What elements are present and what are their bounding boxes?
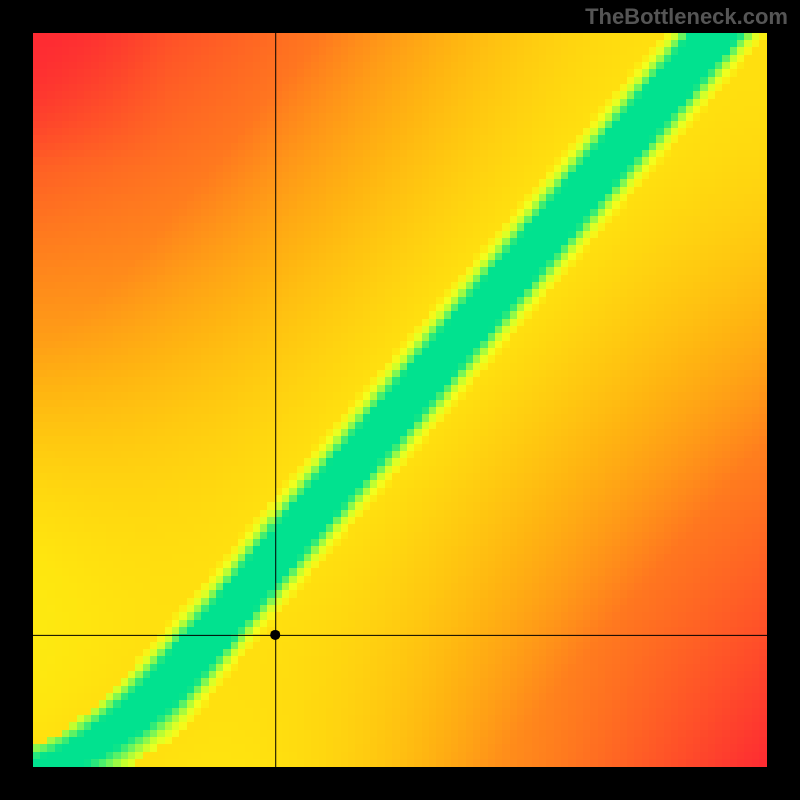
- watermark: TheBottleneck.com: [585, 4, 788, 30]
- chart-frame: TheBottleneck.com: [0, 0, 800, 800]
- bottleneck-heatmap: [33, 33, 767, 767]
